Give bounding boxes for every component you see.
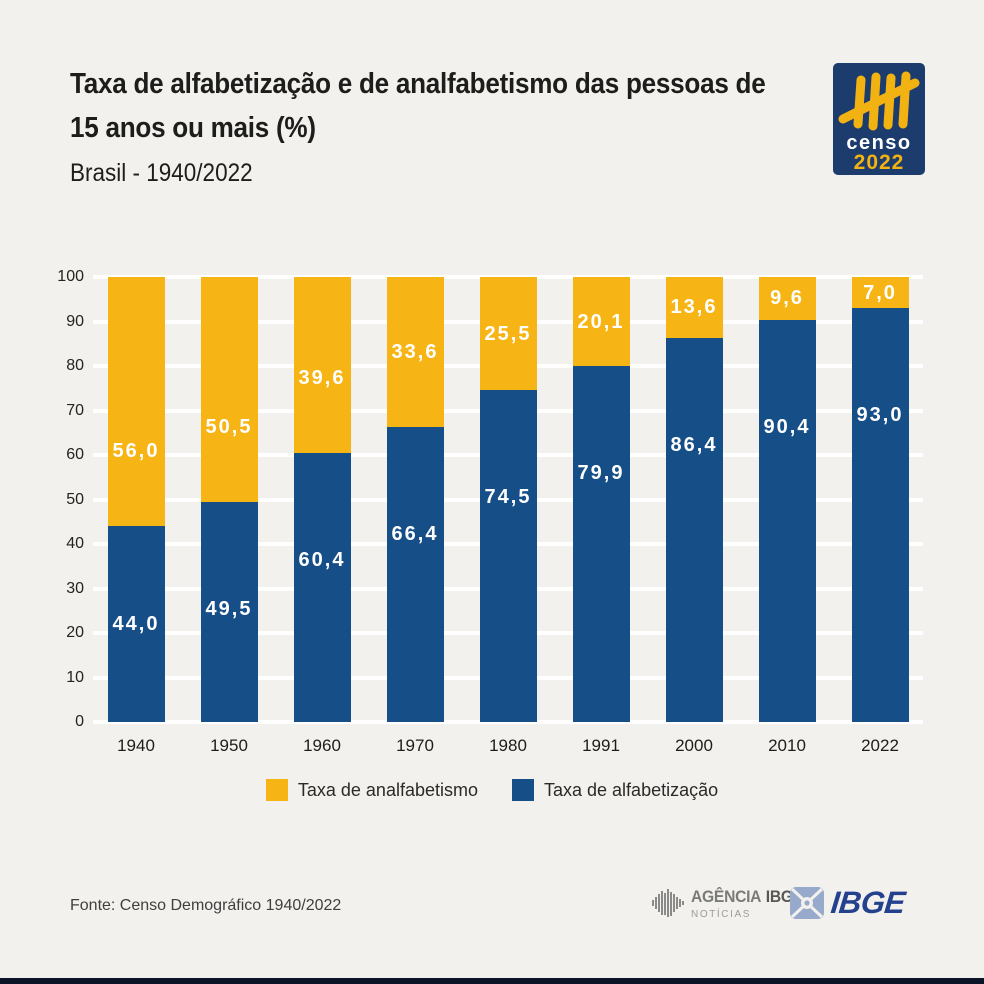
bottom-accent-bar (0, 978, 984, 984)
literacy-segment (851, 308, 909, 722)
y-tick-label: 70 (66, 401, 84, 419)
illiteracy-segment (386, 277, 444, 427)
stacked-bar: 20,1 79,9 (572, 277, 630, 722)
legend-label: Taxa de analfabetismo (297, 779, 478, 800)
literacy-segment (200, 501, 258, 722)
x-tick-label: 1950 (210, 736, 248, 755)
literacy-segment (572, 366, 630, 722)
illiteracy-segment (758, 277, 816, 320)
x-tick-label: 2010 (768, 736, 806, 755)
gridline (93, 720, 923, 724)
censo-2022-logo-icon: censo 2022 (833, 63, 925, 175)
x-tick-label: 1980 (489, 736, 527, 755)
stacked-bar: 39,6 60,4 (293, 277, 351, 722)
x-tick-label: 1960 (303, 736, 341, 755)
illiteracy-value-label: 20,1 (577, 310, 625, 333)
literacy-segment (479, 390, 537, 722)
ibge-compass-icon (790, 887, 824, 919)
y-axis: 0 10 20 30 40 50 60 70 80 90 100 (0, 268, 84, 730)
literacy-value-label: 79,9 (577, 462, 625, 485)
stacked-bar: 7,0 93,0 (851, 277, 909, 722)
ibge-wordmark: IBGE (829, 885, 907, 920)
literacy-value-label: 44,0 (112, 613, 160, 636)
illiteracy-segment (479, 277, 537, 391)
censo-word: censo (846, 132, 911, 154)
legend-label: Taxa de alfabetização (544, 779, 719, 800)
x-tick-label: 2000 (675, 736, 713, 755)
y-tick-label: 80 (66, 357, 84, 374)
literacy-value-label: 49,5 (205, 597, 253, 620)
source-note: Fonte: Censo Demográfico 1940/2022 (70, 897, 342, 914)
literacy-value-label: 86,4 (670, 433, 718, 456)
page-subtitle: Brasil - 1940/2022 (70, 159, 253, 187)
agencia-ibge-noticias-logo: AGÊNCIA IBGE NOTÍCIAS (652, 886, 813, 920)
y-tick-label: 20 (66, 624, 84, 641)
illiteracy-value-label: 39,6 (298, 367, 346, 390)
x-tick-label: 1970 (396, 736, 434, 755)
y-tick-label: 0 (75, 713, 84, 730)
stacked-bar: 50,5 49,5 (200, 277, 258, 722)
y-tick-label: 30 (66, 579, 84, 597)
legend-swatch (512, 779, 534, 801)
stacked-bar: 13,6 86,4 (665, 277, 723, 722)
header: Taxa de alfabetização e de analfabetismo… (70, 62, 766, 188)
legend-item: Taxa de alfabetização (512, 779, 718, 801)
x-tick-label: 1991 (582, 736, 620, 755)
y-tick-label: 50 (66, 490, 84, 508)
x-tick-label: 1940 (117, 736, 155, 755)
literacy-segment (293, 453, 351, 722)
illiteracy-value-label: 9,6 (770, 287, 804, 310)
illiteracy-segment (107, 277, 165, 527)
literacy-segment (107, 526, 165, 722)
illiteracy-segment (293, 277, 351, 454)
stacked-bar: 9,6 90,4 (758, 277, 816, 722)
illiteracy-segment (665, 277, 723, 338)
literacy-segment (386, 426, 444, 722)
y-tick-label: 10 (66, 668, 84, 686)
y-tick-label: 40 (66, 535, 84, 552)
literacy-value-label: 74,5 (484, 486, 532, 509)
illiteracy-value-label: 13,6 (670, 296, 718, 319)
ibge-logo: IBGE (790, 885, 907, 921)
y-tick-label: 60 (66, 446, 84, 463)
censo-year: 2022 (854, 151, 905, 174)
agencia-noticias: NOTÍCIAS (691, 908, 752, 920)
stacked-bar: 56,0 44,0 (107, 277, 165, 722)
illiteracy-value-label: 33,6 (391, 340, 439, 363)
literacy-segment (665, 337, 723, 722)
illiteracy-segment (851, 277, 909, 309)
x-tick-label: 2022 (861, 736, 899, 755)
illiteracy-segment (572, 277, 630, 367)
page-title-line2: 15 anos ou mais (%) (70, 112, 316, 144)
stacked-bar: 25,5 74,5 (479, 277, 537, 722)
literacy-segment (758, 319, 816, 722)
y-tick-label: 100 (57, 268, 84, 285)
literacy-value-label: 60,4 (298, 549, 346, 572)
literacy-value-label: 66,4 (391, 522, 439, 545)
y-tick-label: 90 (66, 312, 84, 330)
agencia-title: AGÊNCIA IBGE (691, 887, 803, 907)
page-title-line1: Taxa de alfabetização e de analfabetismo… (70, 68, 766, 100)
agencia-word: AGÊNCIA (691, 886, 762, 906)
agencia-bars-icon (652, 889, 684, 917)
illiteracy-segment (200, 277, 258, 502)
literacy-value-label: 90,4 (763, 415, 811, 438)
plot-area: 56,0 44,0 1940 50,5 49,5 1950 39,6 60,4 1960 33,6… (93, 275, 923, 755)
legend-swatch (265, 779, 288, 801)
literacy-value-label: 93,0 (856, 404, 904, 427)
censo-2022-logo: censo 2022 (833, 63, 925, 180)
stacked-bar: 33,6 66,4 (386, 277, 444, 722)
illiteracy-value-label: 56,0 (112, 440, 160, 463)
legend-item: Taxa de analfabetismo (265, 779, 478, 801)
chart-legend: Taxa de analfabetismo Taxa de alfabetizaç… (0, 779, 984, 801)
illiteracy-value-label: 25,5 (484, 322, 532, 345)
illiteracy-value-label: 7,0 (863, 281, 897, 304)
illiteracy-value-label: 50,5 (205, 415, 253, 438)
